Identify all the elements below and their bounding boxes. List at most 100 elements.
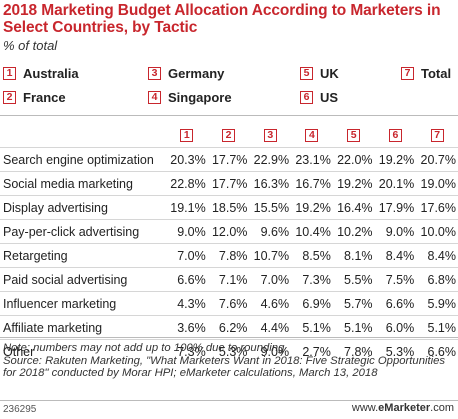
table-cell: 6.6% <box>374 291 417 316</box>
table-cell: 9.0% <box>166 219 208 244</box>
table-cell: 7.6% <box>207 291 250 316</box>
column-header-category <box>0 122 166 148</box>
column-header-4: 4 <box>291 122 333 148</box>
table-row: Display advertising 19.1% 18.5% 15.5% 19.2% 1… <box>0 195 458 220</box>
table-cell: 16.7% <box>291 171 333 196</box>
table-cell: 6.6% <box>166 267 208 292</box>
table-cell: 19.1% <box>166 195 208 220</box>
table-cell: 22.0% <box>332 147 375 172</box>
legend-label: Singapore <box>168 89 232 105</box>
table-cell: 17.9% <box>374 195 417 220</box>
table-cell: 7.8% <box>332 339 375 363</box>
legend-badge: 6 <box>300 90 313 104</box>
table-cell: 6.2% <box>207 315 250 340</box>
table-cell: 5.3% <box>207 339 250 363</box>
table-cell: 16.3% <box>249 171 292 196</box>
legend-item-germany: 3 Germany <box>148 63 224 83</box>
column-badge: 5 <box>347 128 361 142</box>
table-cell: 4.3% <box>166 291 208 316</box>
table-cell: 7.3% <box>166 339 208 363</box>
chart-id: 236295 <box>3 404 37 415</box>
legend-badge: 2 <box>3 90 16 104</box>
legend-label: France <box>23 89 66 105</box>
chart-title: 2018 Marketing Budget Allocation Accordi… <box>3 2 441 36</box>
table-cell: 23.1% <box>291 147 333 172</box>
row-label: Social media marketing <box>0 171 166 196</box>
table-cell: 9.6% <box>249 219 292 244</box>
legend-label: US <box>320 89 339 105</box>
table-cell: 7.3% <box>291 267 333 292</box>
row-label: Paid social advertising <box>0 267 166 292</box>
table-row: Search engine optimization 20.3% 17.7% 22.9… <box>0 147 458 172</box>
table-cell: 12.0% <box>207 219 250 244</box>
table-cell: 8.4% <box>374 243 417 268</box>
column-badge: 2 <box>222 128 236 142</box>
legend-item-us: 6 US <box>300 87 338 107</box>
table-cell: 8.1% <box>332 243 375 268</box>
table-cell: 5.7% <box>332 291 375 316</box>
column-header-2: 2 <box>208 122 250 148</box>
table-cell: 7.1% <box>207 267 250 292</box>
legend-item-france: 2 France <box>3 87 66 107</box>
table-cell: 7.0% <box>166 243 208 268</box>
table-cell: 19.2% <box>332 171 375 196</box>
column-header-6: 6 <box>375 122 417 148</box>
table-cell: 6.0% <box>374 315 417 340</box>
brand-prefix: www. <box>351 402 379 414</box>
legend-badge: 1 <box>3 66 16 80</box>
table-cell: 5.5% <box>332 267 375 292</box>
table-cell: 22.8% <box>166 171 208 196</box>
table-cell: 10.2% <box>332 219 375 244</box>
column-badge: 6 <box>388 128 402 142</box>
table-cell: 17.6% <box>416 195 458 220</box>
table-row: Social media marketing 22.8% 17.7% 16.3% 16.… <box>0 171 458 196</box>
table-cell: 19.2% <box>374 147 417 172</box>
table-cell: 10.7% <box>249 243 292 268</box>
table-cell: 4.4% <box>249 315 292 340</box>
legend-label: Germany <box>168 65 225 81</box>
column-badge: 4 <box>305 128 319 142</box>
legend-item-uk: 5 UK <box>300 63 339 83</box>
chart-subtitle: % of total <box>3 38 58 53</box>
legend-label: UK <box>320 65 339 81</box>
legend-badge: 5 <box>300 66 313 80</box>
table-cell: 9.0% <box>249 339 292 363</box>
table-cell: 19.0% <box>416 171 458 196</box>
table-cell: 17.7% <box>207 147 250 172</box>
table-cell: 16.4% <box>332 195 375 220</box>
notes: Note: numbers may not add up to 100% due… <box>3 342 455 380</box>
brand-suffix: .com <box>430 402 454 414</box>
table-row: Retargeting 7.0% 7.8% 10.7% 8.5% 8.1% 8.4% 8.4% <box>0 243 458 268</box>
table-row: Other 7.3% 5.3% 9.0% 2.7% 7.8% 5.3% 6.6% <box>0 339 458 363</box>
table-cell: 15.5% <box>249 195 292 220</box>
table-cell: 10.4% <box>291 219 333 244</box>
column-header-3: 3 <box>249 122 291 148</box>
table-cell: 17.7% <box>207 171 250 196</box>
table-cell: 6.8% <box>416 267 458 292</box>
table-row: Paid social advertising 6.6% 7.1% 7.0% 7.3% 5… <box>0 267 458 292</box>
table-cell: 2.7% <box>291 339 333 363</box>
table-cell: 7.5% <box>374 267 417 292</box>
table-cell: 5.1% <box>291 315 333 340</box>
table-row: Influencer marketing 4.3% 7.6% 4.6% 6.9% 5.7%… <box>0 291 458 316</box>
note-text: Note: numbers may not add up to 100% due… <box>3 342 285 354</box>
table-cell: 3.6% <box>166 315 208 340</box>
column-badge: 1 <box>180 128 194 142</box>
legend: 1 Australia 2 France 3 Germany 4 Singapore 5 UK 6 U… <box>3 63 455 111</box>
table-cell: 20.3% <box>166 147 208 172</box>
table-cell: 5.3% <box>374 339 417 363</box>
row-label: Search engine optimization <box>0 147 166 172</box>
column-header-7: 7 <box>416 122 458 148</box>
column-header-row: 1 2 3 4 5 6 7 <box>0 122 458 148</box>
row-label: Retargeting <box>0 243 166 268</box>
legend-badge: 3 <box>148 66 161 80</box>
brand-logo[interactable]: www.eMarketer.com <box>352 402 454 414</box>
column-header-5: 5 <box>333 122 375 148</box>
top-divider <box>0 115 458 116</box>
legend-badge: 7 <box>401 66 414 80</box>
table-row: Pay-per-click advertising 9.0% 12.0% 9.6% 10… <box>0 219 458 244</box>
legend-label: Total <box>421 65 452 81</box>
bottom-divider <box>0 337 458 338</box>
column-badge: 7 <box>430 128 444 142</box>
